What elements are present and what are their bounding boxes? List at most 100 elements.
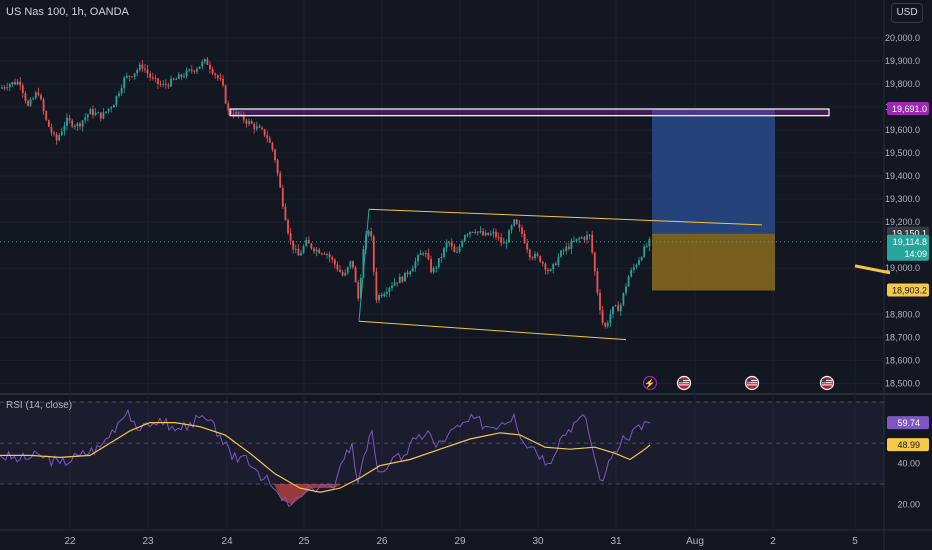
- candle-body: [583, 237, 586, 240]
- candle-body: [203, 58, 206, 62]
- candle-body: [440, 257, 443, 259]
- candle-body: [45, 111, 48, 121]
- channel-upper-line: [368, 208, 763, 226]
- svg-text:⚡: ⚡: [644, 378, 655, 390]
- candle-body: [185, 70, 188, 77]
- candle-body: [136, 70, 139, 74]
- resistance-box: [229, 108, 830, 117]
- x-tick-label: 29: [454, 536, 466, 547]
- candle-body: [6, 87, 9, 89]
- candle-body: [378, 294, 380, 301]
- countdown-label: 14:09: [904, 249, 927, 259]
- candle-body: [606, 322, 609, 327]
- candle-body: [313, 248, 315, 252]
- candle-body: [63, 125, 66, 132]
- x-tick-label: 5: [852, 536, 858, 547]
- candle-body: [599, 292, 601, 311]
- rsi-tick-label: 20.00: [897, 500, 920, 510]
- candle-body: [240, 114, 243, 116]
- candle-body: [617, 305, 620, 312]
- lightning-icon: ⚡: [642, 375, 658, 391]
- candle-body: [131, 76, 133, 78]
- candle-body: [97, 112, 100, 114]
- candle-body: [170, 78, 172, 87]
- y-tick-label: 19,300.0: [885, 194, 920, 204]
- y-tick-label: 19,000.0: [885, 263, 920, 273]
- candle-body: [266, 135, 269, 139]
- candle-body: [367, 231, 370, 236]
- candle-body: [643, 246, 646, 258]
- candle-body: [232, 113, 235, 116]
- candle-body: [84, 117, 87, 121]
- candle-body: [383, 293, 386, 297]
- candle-body: [318, 249, 321, 254]
- candle-body: [586, 235, 588, 240]
- candle-body: [16, 81, 19, 85]
- rsi-value-badge: [887, 416, 929, 430]
- candle-body: [198, 66, 201, 69]
- candle-body: [86, 114, 89, 118]
- candle-body: [370, 231, 373, 237]
- y-tick-label: 19,600.0: [885, 125, 920, 135]
- x-tick-label: 31: [610, 536, 622, 547]
- candle-body: [437, 257, 440, 268]
- candle-body: [463, 235, 466, 242]
- candle-body: [123, 77, 126, 89]
- candle-body: [357, 282, 360, 299]
- candle-body: [388, 288, 391, 293]
- y-tick-label: 19,500.0: [885, 148, 920, 158]
- candle-body: [424, 253, 427, 255]
- candle-body: [469, 231, 471, 235]
- candle-body: [562, 250, 565, 252]
- candle-body: [281, 187, 284, 207]
- price-label-text: 19,114.8: [893, 237, 927, 247]
- candle-body: [24, 93, 27, 101]
- candle-body: [157, 78, 159, 84]
- candle-body: [567, 246, 570, 250]
- price-label-badge: [887, 102, 929, 116]
- candle-body: [432, 267, 435, 273]
- candle-body: [453, 246, 456, 253]
- candle-body: [328, 254, 331, 258]
- candle-body: [188, 69, 191, 71]
- candle-body: [66, 117, 68, 126]
- currency-button[interactable]: USD: [891, 3, 923, 23]
- candle-body: [427, 253, 430, 260]
- symbol-title: US Nas 100, 1h, OANDA: [6, 6, 129, 18]
- candle-body: [276, 160, 279, 174]
- rsi-ma-line: [0, 422, 651, 493]
- candle-body: [401, 276, 404, 282]
- candle-body: [627, 276, 630, 287]
- price-label-badge: [887, 283, 929, 297]
- y-tick-label: 18,800.0: [885, 309, 920, 319]
- candle-body: [34, 92, 37, 99]
- candle-body: [292, 240, 295, 250]
- candle-body: [162, 83, 165, 85]
- candle-body: [102, 112, 105, 119]
- candle-body: [164, 83, 167, 85]
- candle-body: [237, 111, 240, 116]
- candle-body: [229, 110, 232, 114]
- candle-body: [450, 242, 453, 247]
- candle-body: [632, 267, 635, 271]
- candle-body: [73, 126, 76, 128]
- candle-body: [216, 75, 219, 78]
- candle-body: [32, 98, 35, 100]
- candle-body: [209, 64, 211, 70]
- candle-body: [29, 99, 32, 106]
- candle-body: [315, 249, 318, 252]
- candle-body: [68, 117, 71, 121]
- candle-body: [497, 236, 500, 238]
- candle-body: [614, 305, 617, 307]
- candle-body: [489, 233, 492, 236]
- candle-body: [414, 261, 417, 269]
- candle-body: [138, 64, 141, 71]
- candle-body: [448, 242, 451, 244]
- candle-body: [268, 138, 271, 143]
- candle-body: [346, 267, 349, 273]
- candle-body: [344, 272, 347, 276]
- candle-body: [349, 260, 352, 268]
- y-tick-label: 20,000.0: [885, 33, 920, 43]
- candle-body: [339, 269, 341, 272]
